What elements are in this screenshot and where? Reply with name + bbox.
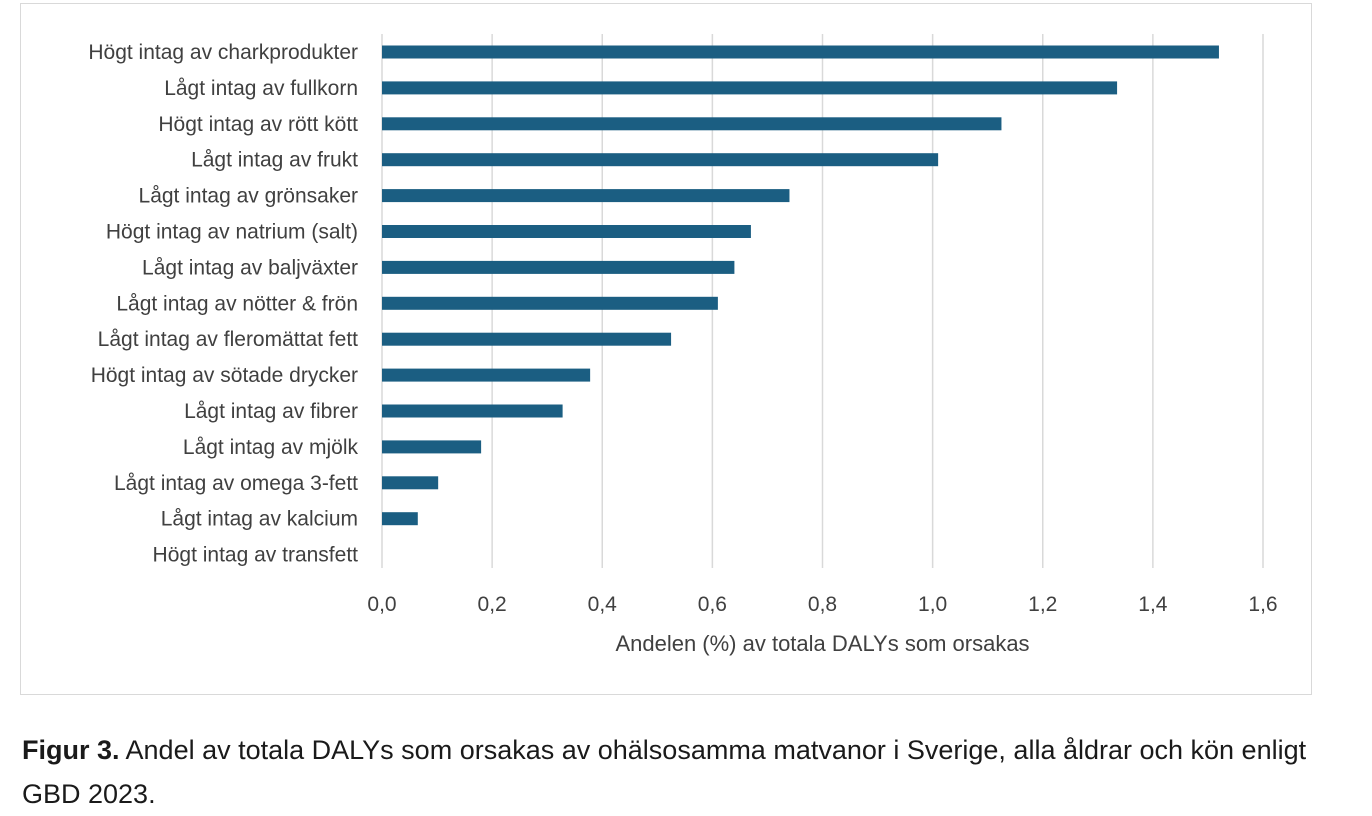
x-tick-label: 0,0 [367,593,396,616]
bar [382,332,672,346]
figure-caption: Figur 3. Andel av totala DALYs som orsak… [22,728,1342,816]
caption-text: Andel av totala DALYs som orsakas av ohä… [22,735,1307,809]
x-tick-labels: 0,0 0,2 0,4 0,6 0,8 1,0 1,2 1,4 1,6 [367,593,1277,616]
bar [382,404,563,418]
x-tick-label: 0,4 [588,593,618,616]
x-tick-label: 0,2 [478,593,507,616]
category-label: Högt intag av sötade drycker [91,364,358,387]
category-label: Lågt intag av frukt [191,149,358,172]
category-label: Lågt intag av nötter & frön [116,292,358,315]
category-label: Lågt intag av kalcium [161,508,358,531]
bars [382,45,1219,526]
bar [382,440,482,454]
x-tick-label: 1,0 [918,593,947,616]
category-label: Lågt intag av fullkorn [164,77,358,100]
bar-chart: Högt intag av charkprodukter Lågt intag a… [88,34,1278,656]
category-label: Högt intag av rött kött [158,113,358,136]
bar [382,476,439,490]
category-label: Lågt intag av baljväxter [142,256,358,279]
chart-frame [20,3,1312,695]
bar [382,45,1219,59]
bar [382,153,939,167]
category-label: Lågt intag av grönsaker [139,185,358,208]
bar [382,368,591,382]
caption-label: Figur 3. [22,735,120,765]
category-label: Lågt intag av fibrer [184,400,358,423]
category-label: Lågt intag av mjölk [183,436,359,459]
category-label: Högt intag av natrium (salt) [106,221,358,244]
bar [382,189,790,203]
x-tick-label: 1,6 [1248,593,1277,616]
bar [382,296,718,310]
x-tick-label: 0,8 [808,593,837,616]
bar [382,225,751,238]
category-labels: Högt intag av charkprodukter Lågt intag a… [88,41,358,567]
category-label: Lågt intag av omega 3-fett [114,472,358,495]
bar [382,81,1118,95]
bar [382,512,418,526]
category-label: Högt intag av charkprodukter [88,41,358,64]
bar [382,260,735,274]
category-label: Lågt intag av fleromättat fett [98,328,358,351]
x-axis-title: Andelen (%) av totala DALYs som orsakas [615,631,1029,656]
x-tick-label: 1,4 [1138,593,1168,616]
bar [382,117,1002,131]
x-tick-label: 1,2 [1028,593,1057,616]
x-tick-label: 0,6 [698,593,727,616]
category-label: Högt intag av transfett [153,544,359,567]
